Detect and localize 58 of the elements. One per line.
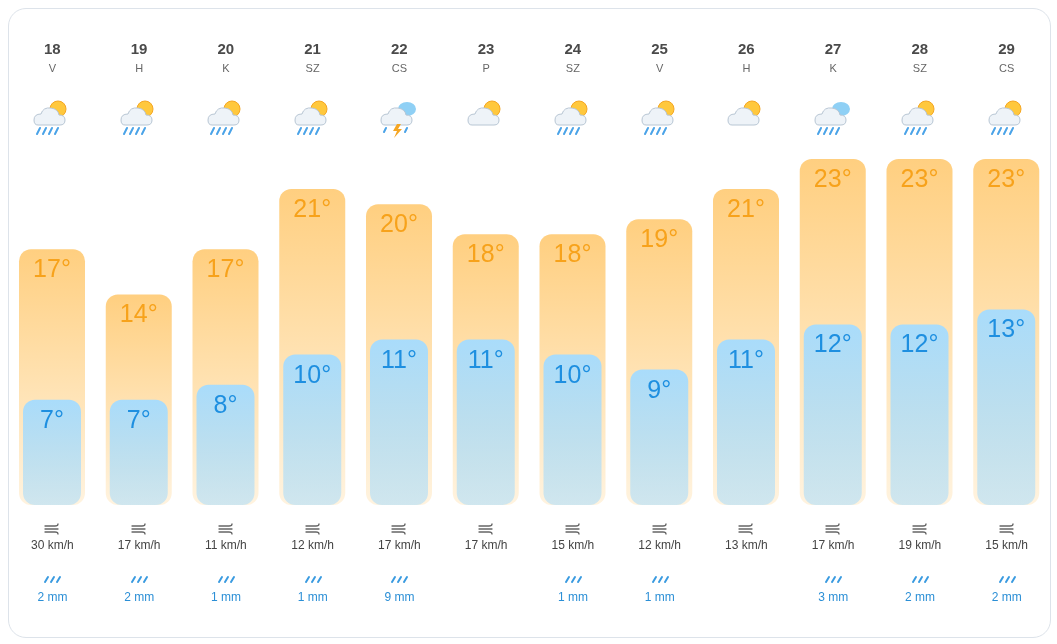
data-label: 18° <box>466 239 505 268</box>
data-label: 19° <box>640 224 679 253</box>
text: 30 km/h <box>30 538 75 552</box>
x-tick-label: 26 H <box>738 40 755 74</box>
data-label: 17° <box>33 254 71 283</box>
data-label: 11° <box>467 344 504 373</box>
data-label: 9° <box>647 374 672 403</box>
x-tick-label: 23 P <box>477 40 495 74</box>
text: 2 mm <box>123 590 156 604</box>
data-label: 21° <box>727 194 765 223</box>
text: 1 mm <box>296 590 329 604</box>
text: 17 km/h <box>463 538 509 552</box>
data-label: 14° <box>119 299 158 328</box>
data-label: 12° <box>813 329 852 358</box>
x-tick-label: 20 K <box>217 40 235 74</box>
text: 9 mm <box>383 590 416 604</box>
x-tick-label: 29 CS <box>998 40 1015 74</box>
data-label: 23° <box>813 164 852 192</box>
data-label: 23° <box>987 164 1026 192</box>
data-label: 17° <box>206 254 245 283</box>
data-label: 20° <box>380 209 418 238</box>
data-label: 7° <box>126 404 151 433</box>
x-tick-label: 25 V <box>651 40 668 74</box>
x-tick-label: 22 CS <box>391 40 408 74</box>
text: 1 mm <box>556 590 589 604</box>
text: 19 km/h <box>897 538 943 552</box>
data-label: 10° <box>293 359 332 388</box>
text: 3 mm <box>817 590 850 604</box>
x-tick-label: 24 SZ <box>564 40 582 74</box>
data-label: 23° <box>900 164 939 192</box>
text: 1 mm <box>643 590 676 604</box>
text: 12 km/h <box>290 538 335 552</box>
text: 2 mm <box>36 590 69 604</box>
data-label: 18° <box>553 239 592 268</box>
text: 11 km/h <box>203 538 248 552</box>
data-label: 8° <box>213 389 238 418</box>
data-label: 7° <box>40 404 64 433</box>
data-label: 10° <box>553 359 592 388</box>
text: 2 mm <box>990 590 1023 604</box>
text: 2 mm <box>903 590 936 604</box>
x-tick-label: 28 SZ <box>911 40 929 74</box>
text: 12 km/h <box>637 538 682 552</box>
text: 15 km/h <box>984 538 1029 552</box>
x-tick-label: 21 SZ <box>304 40 321 74</box>
data-label: 21° <box>293 194 332 223</box>
x-tick-label: 18 V <box>44 40 61 74</box>
text: 13 km/h <box>724 538 769 552</box>
data-label: 11° <box>381 344 417 373</box>
data-label: 12° <box>900 329 939 358</box>
data-label: 13° <box>987 314 1026 343</box>
text: 15 km/h <box>550 538 596 552</box>
data-label: 11° <box>728 344 764 373</box>
text: 17 km/h <box>116 538 162 552</box>
text: 1 mm <box>209 590 242 604</box>
x-tick-label: 19 H <box>130 40 148 74</box>
text: 17 km/h <box>377 538 422 552</box>
text: 17 km/h <box>810 538 856 552</box>
x-tick-label: 27 K <box>824 40 842 74</box>
